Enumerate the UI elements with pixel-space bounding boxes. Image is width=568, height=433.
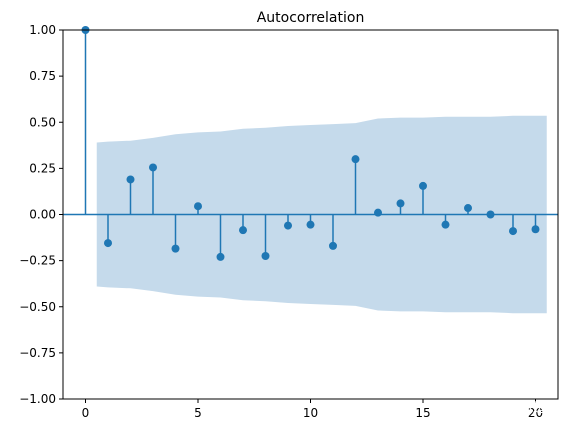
- y-tick-label: −0.50: [19, 300, 56, 314]
- marker-lag-1: [104, 239, 112, 248]
- y-tick-label: 0.25: [29, 161, 56, 175]
- marker-lag-10: [306, 220, 315, 229]
- marker-lag-16: [441, 220, 450, 229]
- marker-lag-7: [239, 226, 247, 235]
- y-axis-ticks: −1.00 −0.75 −0.50 −0.25 0.00 0.25 0.50 0.75 1.00: [19, 23, 63, 406]
- y-tick-label: −0.75: [19, 346, 56, 360]
- x-tick-label: 0: [82, 406, 90, 420]
- y-tick-label: 0.50: [29, 115, 56, 129]
- chart-title: Autocorrelation: [257, 10, 365, 26]
- y-tick-label: 1.00: [29, 23, 56, 37]
- x-axis-ticks: 0 5 10 15 20: [82, 399, 543, 420]
- marker-lag-12: [351, 155, 360, 164]
- marker-lag-15: [419, 181, 427, 190]
- marker-lag-18: [486, 210, 495, 219]
- marker-lag-6: [216, 252, 225, 261]
- marker-lag-2: [126, 175, 135, 184]
- y-tick-label: −0.25: [19, 254, 56, 268]
- marker-lag-17: [464, 204, 472, 213]
- x-tick-label: 20: [528, 406, 543, 420]
- y-tick-label: 0.00: [29, 208, 56, 222]
- x-tick-label: 10: [303, 406, 318, 420]
- marker-lag-4: [171, 244, 180, 253]
- marker-lag-20: [531, 225, 540, 234]
- marker-lag-13: [374, 208, 382, 217]
- watermark-text: 知乎 @雨迹: [472, 399, 546, 416]
- marker-lag-5: [194, 202, 202, 211]
- marker-lag-19: [509, 227, 517, 236]
- y-tick-label: −1.00: [19, 392, 56, 406]
- marker-lag-8: [261, 252, 270, 261]
- marker-lag-14: [396, 199, 405, 208]
- marker-lag-9: [284, 221, 292, 230]
- marker-lag-3: [149, 163, 157, 172]
- x-tick-label: 15: [415, 406, 430, 420]
- x-tick-label: 5: [194, 406, 202, 420]
- y-tick-label: 0.75: [29, 69, 56, 83]
- marker-lag-11: [329, 241, 337, 250]
